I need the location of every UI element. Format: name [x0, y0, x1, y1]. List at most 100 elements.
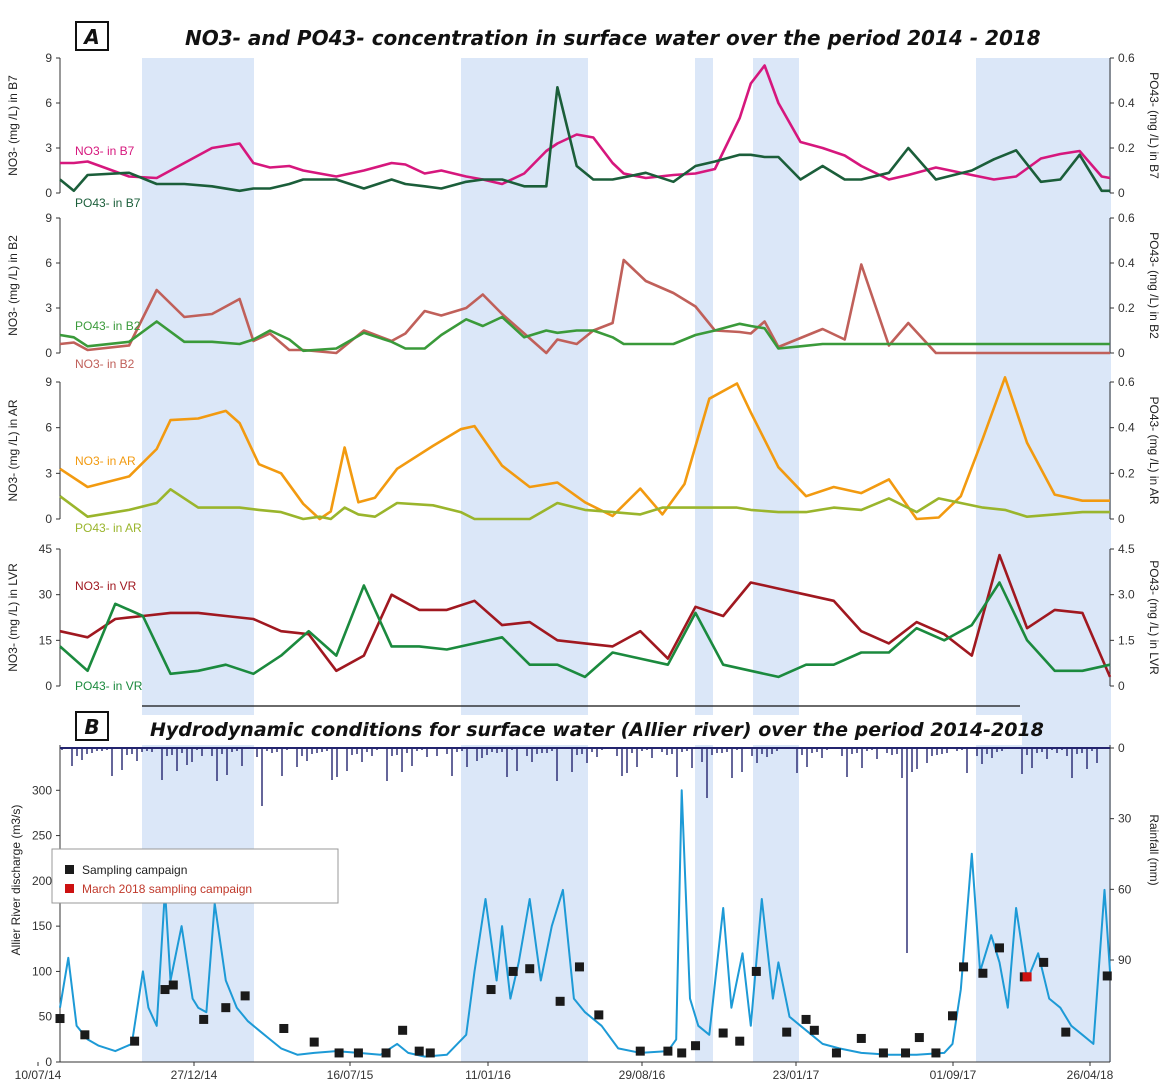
series-line-po4-b7	[59, 86, 1110, 193]
x-tick-label-5: 23/01/17	[773, 1068, 820, 1082]
panel-a-letter: A	[82, 25, 99, 49]
panel-a-charts: 0 3 6 9 0 0.2 0.4 0.6 NO3- (mg /L) in B7 PO43- (m…	[6, 51, 1161, 693]
y-tick-label-right-rainfall-2: 60	[1118, 882, 1132, 896]
sampling-point	[831, 1048, 841, 1058]
y-tick-label-right-b7-1: 0.2	[1118, 141, 1135, 155]
sampling-point	[574, 962, 584, 972]
sampling-point	[1039, 957, 1049, 967]
y-axis-title-right-b2: PO43- (mg /L) in B2	[1147, 232, 1161, 339]
y-tick-label-right-rainfall-0: 0	[1118, 741, 1125, 755]
y-tick-label-left-vr-2: 30	[39, 588, 53, 602]
series-label-po4-vr: PO43- in VR	[75, 679, 143, 693]
y-tick-label-left-b7-3: 9	[45, 51, 52, 65]
shade-period-5	[976, 58, 1111, 1062]
y-tick-label-left-discharge-2: 100	[32, 964, 52, 978]
sampling-point	[160, 985, 170, 995]
sampling-point	[486, 985, 496, 995]
shade-period-3	[695, 58, 713, 1062]
y-tick-label-right-ar-2: 0.4	[1118, 421, 1135, 435]
y-tick-label-left-vr-1: 15	[39, 633, 53, 647]
sampling-point	[914, 1033, 924, 1043]
y-tick-label-left-ar-2: 6	[45, 421, 52, 435]
sampling-point	[635, 1046, 645, 1056]
sampling-point	[959, 962, 969, 972]
y-tick-label-right-b7-0: 0	[1118, 186, 1125, 200]
legend: Sampling campaign March 2018 sampling cam…	[51, 848, 339, 904]
sampling-point	[240, 991, 250, 1001]
y-tick-label-right-b2-1: 0.2	[1118, 301, 1135, 315]
sampling-point	[353, 1048, 363, 1058]
sampling-point	[55, 1014, 65, 1024]
y-tick-label-left-discharge-3: 150	[32, 919, 52, 933]
sampling-point	[555, 996, 565, 1006]
x-tick-label-1: 27/12/14	[171, 1068, 218, 1082]
sampling-point	[663, 1046, 673, 1056]
y-tick-label-right-vr-1: 1.5	[1118, 633, 1135, 647]
panel-b-letter: B	[84, 715, 99, 739]
sampling-point	[948, 1011, 957, 1021]
y-tick-label-right-vr-3: 4.5	[1118, 542, 1135, 556]
sampling-point	[994, 943, 1004, 953]
y-axis-title-right-vr: PO43- (mg /L) in LVR	[1147, 560, 1161, 675]
series-line-no3-vr	[59, 553, 1112, 678]
sampling-point	[978, 968, 988, 978]
y-tick-label-left-discharge-0: 0	[45, 1055, 52, 1069]
sampling-point	[594, 1010, 604, 1020]
shade-period-2	[461, 58, 588, 1062]
sampling-point	[309, 1037, 319, 1047]
sampling-point	[735, 1036, 745, 1046]
y-tick-label-left-ar-0: 0	[45, 512, 52, 526]
legend-swatch-sampling	[65, 865, 74, 874]
sampling-point	[199, 1014, 209, 1024]
series-label-po4-b7: PO43- in B7	[75, 196, 141, 210]
sampling-point	[751, 966, 761, 976]
y-tick-label-right-b7-3: 0.6	[1118, 51, 1135, 65]
x-tick-label-3: 11/01/16	[465, 1068, 511, 1082]
y-tick-label-right-ar-0: 0	[1118, 512, 1125, 526]
x-tick-label-0: 10/07/14	[15, 1068, 62, 1082]
y-tick-label-left-vr-0: 0	[45, 679, 52, 693]
sampling-point	[168, 980, 178, 990]
y-axis-title-right-ar: PO43- (mg /L) in AR	[1147, 396, 1161, 504]
y-tick-label-left-b2-1: 3	[45, 301, 52, 315]
sampling-point	[856, 1033, 866, 1043]
y-tick-label-left-b2-2: 6	[45, 256, 52, 270]
x-tick-label-6: 01/09/17	[930, 1068, 977, 1082]
y-tick-label-right-vr-0: 0	[1118, 679, 1125, 693]
sampling-point	[1102, 971, 1112, 981]
y-axis-title-discharge: Allier River discharge (m3/s)	[9, 805, 23, 956]
y-tick-label-left-ar-3: 9	[45, 375, 52, 389]
series-label-po4-ar: PO43- in AR	[75, 521, 142, 535]
series-label-po4-b2: PO43- in B2	[75, 319, 141, 333]
sampling-point	[425, 1048, 435, 1058]
sampling-point	[878, 1048, 888, 1058]
y-tick-label-left-ar-1: 3	[45, 466, 52, 480]
sampling-point	[782, 1027, 792, 1037]
shaded-periods	[142, 58, 1111, 1062]
x-tick-label-4: 29/08/16	[619, 1068, 666, 1082]
sampling-point	[508, 966, 518, 976]
panel-b-title-bg	[142, 715, 1022, 745]
legend-label-march: March 2018 sampling campaign	[82, 882, 252, 896]
sampling-point	[801, 1014, 811, 1024]
chart-b7: 0 3 6 9 0 0.2 0.4 0.6 NO3- (mg /L) in B7 PO43- (m…	[6, 51, 1161, 210]
y-tick-label-left-discharge-5: 250	[32, 829, 52, 843]
march-sampling-point	[1022, 972, 1032, 982]
chart-vr: 0 15 30 45 0 1.5 3.0 4.5 NO3- (mg /L) in LVR PO43…	[6, 542, 1161, 693]
sampling-point	[398, 1025, 408, 1035]
y-axis-title-right-b7: PO43- (mg /L) in B7	[1147, 72, 1161, 179]
sampling-point	[691, 1041, 701, 1051]
series-line-no3-ar	[59, 376, 1110, 521]
panel-b-chart: 0 50 100 150 200 250 300 0 30 60 90 Allier River di…	[9, 741, 1161, 1082]
panel-a-letter-box	[75, 21, 109, 51]
shade-period-4	[753, 58, 799, 1062]
series-label-no3-vr: NO3- in VR	[75, 579, 137, 593]
sampling-point	[334, 1048, 344, 1058]
y-tick-label-left-b2-3: 9	[45, 211, 52, 225]
sampling-point	[414, 1046, 424, 1056]
y-axis-title-rainfall: Rainfall (mm)	[1147, 814, 1161, 885]
sampling-point	[80, 1030, 90, 1040]
y-tick-label-left-vr-3: 45	[39, 542, 53, 556]
y-tick-label-right-b2-0: 0	[1118, 346, 1125, 360]
